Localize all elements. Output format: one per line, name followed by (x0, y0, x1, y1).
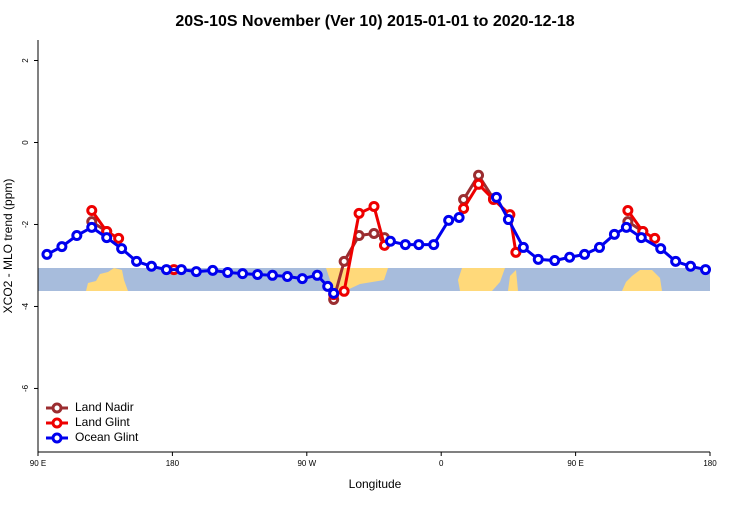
data-point (579, 248, 591, 260)
data-point (338, 285, 350, 297)
data-point (649, 232, 661, 244)
y-axis-label: XCO2 - MLO trend (ppm) (1, 179, 15, 314)
legend-marker (51, 402, 63, 414)
x-tick-label: 180 (166, 459, 180, 468)
land-patch (622, 270, 662, 291)
data-point (399, 239, 411, 251)
data-point (593, 241, 605, 253)
data-point (145, 260, 157, 272)
chart-title: 20S-10S November (Ver 10) 2015-01-01 to … (175, 13, 574, 30)
y-tick-label: 0 (21, 140, 30, 145)
y-tick-label: 2 (21, 58, 30, 63)
data-point (131, 255, 143, 267)
data-point (252, 268, 264, 280)
data-point (453, 212, 465, 224)
data-point (368, 227, 380, 239)
y-tick-label: -4 (21, 302, 30, 310)
data-point (281, 271, 293, 283)
data-point (322, 280, 334, 292)
x-tick-label: 0 (439, 459, 444, 468)
data-point (190, 266, 202, 278)
data-point (458, 202, 470, 214)
legend-label: Land Nadir (75, 400, 134, 414)
data-point (101, 232, 113, 244)
data-point (353, 207, 365, 219)
data-point (116, 243, 128, 255)
data-point (368, 200, 380, 212)
y-tick-label: -2 (21, 220, 30, 228)
data-point (296, 273, 308, 285)
data-point (237, 268, 249, 280)
data-point (517, 241, 529, 253)
data-point (413, 239, 425, 251)
data-point (564, 251, 576, 263)
legend-marker (51, 432, 63, 444)
data-point (473, 178, 485, 190)
land-patch (458, 268, 505, 291)
x-tick-label: 90 W (297, 459, 316, 468)
data-point (608, 228, 620, 240)
data-point (160, 264, 172, 276)
legend-label: Ocean Glint (75, 430, 139, 444)
x-tick-label: 180 (703, 459, 717, 468)
data-point (71, 230, 83, 242)
data-point (328, 287, 340, 299)
data-point (622, 205, 634, 217)
data-point (473, 169, 485, 181)
data-point (549, 255, 561, 267)
data-point (338, 255, 350, 267)
y-tick-label: -6 (21, 384, 30, 392)
data-point (510, 246, 522, 258)
data-point (655, 243, 667, 255)
data-point (490, 191, 502, 203)
data-point (207, 264, 219, 276)
data-point (635, 232, 647, 244)
data-point (311, 269, 323, 281)
data-point (443, 214, 455, 226)
data-point (86, 221, 98, 233)
data-point (700, 264, 712, 276)
data-point (222, 266, 234, 278)
data-point (175, 264, 187, 276)
data-point (428, 239, 440, 251)
data-point (670, 255, 682, 267)
x-tick-label: 90 E (567, 459, 583, 468)
x-tick-label: 90 E (30, 459, 46, 468)
land-patch (508, 270, 518, 291)
data-point (384, 235, 396, 247)
data-point (56, 241, 68, 253)
legend-label: Land Glint (75, 415, 130, 429)
data-point (41, 248, 53, 260)
data-point (532, 253, 544, 265)
data-point (113, 232, 125, 244)
land-patch (86, 268, 128, 291)
data-point (685, 260, 697, 272)
data-point (620, 221, 632, 233)
x-axis-label: Longitude (349, 477, 402, 491)
data-point (86, 205, 98, 217)
data-point (266, 269, 278, 281)
legend-marker (51, 417, 63, 429)
data-point (502, 214, 514, 226)
